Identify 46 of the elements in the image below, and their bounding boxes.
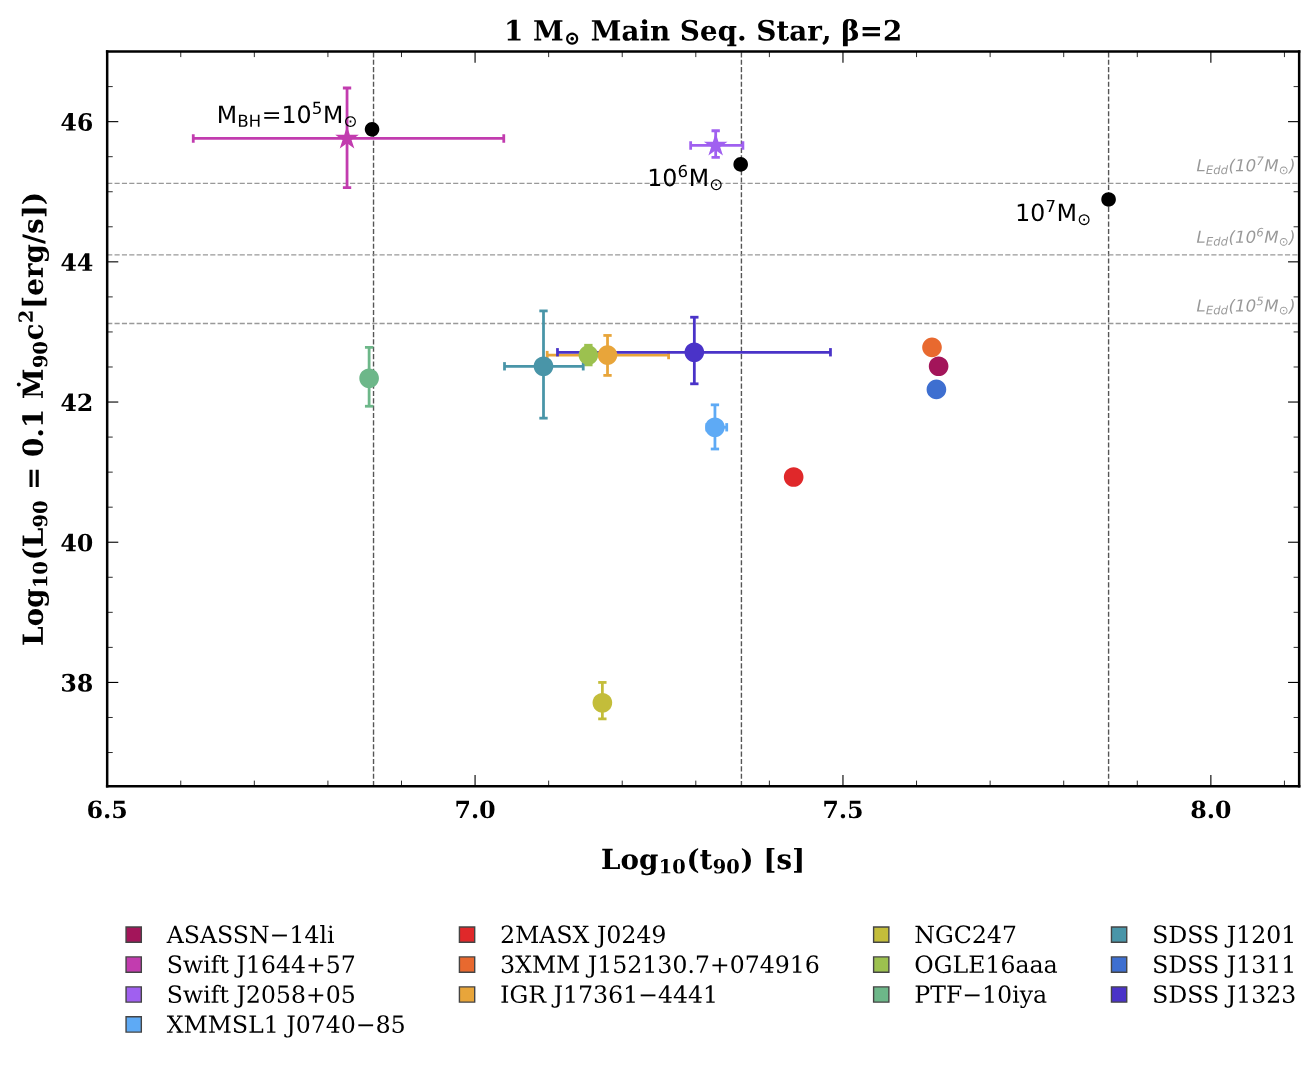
point [684, 342, 705, 363]
legend-label: 2MASX J0249 [501, 925, 665, 948]
legend-label: 3XMM J152130.7+074916 [501, 955, 819, 978]
legend-label: OGLE16aaa [915, 955, 1058, 974]
x-tick-label: 7.5 [824, 800, 862, 819]
legend-label: PTF−10iya [915, 985, 1047, 1009]
annotation: 10$^{6}$M$_{⊙}$ [649, 164, 722, 191]
x-tick-label: 7.0 [456, 800, 495, 819]
point [922, 337, 942, 358]
point [928, 356, 949, 377]
legend-label: ASASSN−14li [166, 924, 335, 944]
legend-label: SDSS J1201 [1154, 925, 1293, 948]
y-tick-label: 38 [62, 673, 93, 692]
text: Log$_{10}$(L$_{90}$ = 0.1 Ṁ$_{90}$c$^{2}$[erg/s]) [16, 194, 50, 645]
point [597, 345, 618, 365]
x-tick-label: 6.5 [88, 800, 126, 819]
ref-line-label: L$_{Edd}$(10$^{6}$M$_{⊙}$) [1196, 227, 1294, 246]
y-tick-label: 42 [61, 393, 92, 412]
point [359, 368, 379, 389]
legend-label: XMMSL1 J0740−85 [166, 1015, 404, 1038]
point [705, 417, 725, 438]
chart-title: 1 M$_{⊙}$ Main Seq. Star, β=2 [507, 19, 900, 47]
legend-label: SDSS J1311 [1154, 955, 1293, 978]
point [733, 157, 748, 172]
legend-label: Swift J1644+57 [168, 954, 355, 978]
annotation: 10$^{7}$M$_{⊙}$ [1017, 199, 1090, 226]
legend-label: Swift J2058+05 [168, 984, 354, 1008]
point [578, 345, 599, 365]
point [335, 126, 359, 149]
point [926, 379, 947, 400]
legend-label: IGR J17361−4441 [501, 985, 715, 1008]
point [1101, 192, 1116, 207]
x-tick-label: 8.0 [1191, 800, 1231, 819]
legend-label: SDSS J1323 [1154, 985, 1295, 1008]
y-tick-label: 46 [61, 113, 93, 131]
point [533, 356, 554, 377]
point [783, 467, 804, 487]
legend-label: NGC247 [915, 925, 1016, 944]
x-axis-title: Log$_{10}$(t$_{90}$) [s] [602, 847, 802, 876]
point [703, 133, 728, 156]
ref-line-label: L$_{Edd}$(10$^{5}$M$_{⊙}$) [1196, 296, 1294, 315]
y-tick-label: 44 [61, 253, 93, 271]
y-tick-label: 40 [61, 533, 93, 552]
point [364, 122, 380, 137]
ref-line-label: L$_{Edd}$(10$^{7}$M$_{⊙}$) [1196, 156, 1294, 175]
point [592, 692, 613, 713]
